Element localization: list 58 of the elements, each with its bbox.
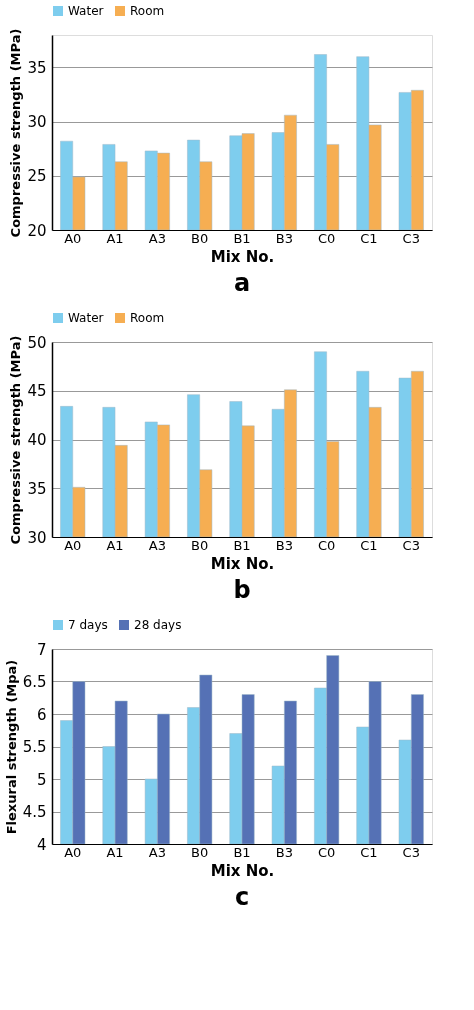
x-tick-label: A0 [64,230,82,246]
x-tick-label: C1 [360,844,378,860]
legend-label: 7 days [68,618,108,632]
y-tick-label: 30 [27,528,47,547]
legend-label: Water [68,4,104,18]
x-tick-label: B3 [275,844,293,860]
y-tick-label: 6.5 [22,673,47,691]
x-tick-label: B1 [233,230,251,246]
x-tick-label: A1 [106,230,124,246]
x-axis-title: Mix No. [210,861,275,880]
x-tick-label: A3 [148,230,166,246]
x-tick-label: B1 [233,844,251,860]
y-tick-label: 25 [27,167,47,186]
x-tick-label: A1 [106,844,124,860]
x-tick-label: B3 [275,230,293,246]
x-tick-label: B0 [191,844,209,860]
y-tick-label: 6 [36,705,47,724]
x-tick-label: A1 [106,537,124,553]
x-tick-label: A0 [64,844,82,860]
x-tick-label: C1 [360,230,378,246]
y-tick-label: 4 [36,835,47,854]
y-tick-label: 50 [27,333,47,352]
y-tick-label: 20 [27,221,47,240]
x-tick-label: C3 [402,230,420,246]
x-tick-label: C3 [402,537,420,553]
x-axis-title: Mix No. [210,247,275,266]
y-tick-label: 30 [27,113,47,132]
y-tick-label: 7 [36,640,47,659]
y-tick-label: 40 [27,431,47,449]
x-tick-label: B0 [191,230,209,246]
legend-label: 28 days [134,618,182,632]
x-tick-label: B3 [275,537,293,553]
x-axis-title: Mix No. [210,554,275,573]
x-tick-label: C1 [360,537,378,553]
y-tick-label: 5 [36,770,47,789]
x-tick-label: C0 [317,844,336,860]
x-tick-label: C0 [317,537,336,553]
legend-label: Room [130,4,165,18]
text: c [234,883,250,911]
y-axis-title: Flexural strength (Mpa) [3,659,19,835]
y-axis-title: Compressive strength (MPa) [8,335,24,545]
x-tick-label: B1 [233,537,251,553]
x-tick-label: C0 [317,230,336,246]
y-tick-label: 35 [27,59,47,77]
y-tick-label: 35 [27,479,47,498]
y-axis-title: Compressive strength (MPa) [8,28,24,238]
text: a [233,269,251,297]
legend-label: Room [130,311,165,325]
y-tick-label: 5.5 [22,738,47,756]
x-tick-label: B0 [191,537,209,553]
text: b [233,576,251,604]
y-tick-label: 4.5 [22,803,47,821]
x-tick-label: A3 [148,537,166,553]
legend-label: Water [68,311,104,325]
x-tick-label: A3 [148,844,166,860]
y-tick-label: 45 [27,382,47,401]
x-tick-label: A0 [64,537,82,553]
x-tick-label: C3 [402,844,420,860]
